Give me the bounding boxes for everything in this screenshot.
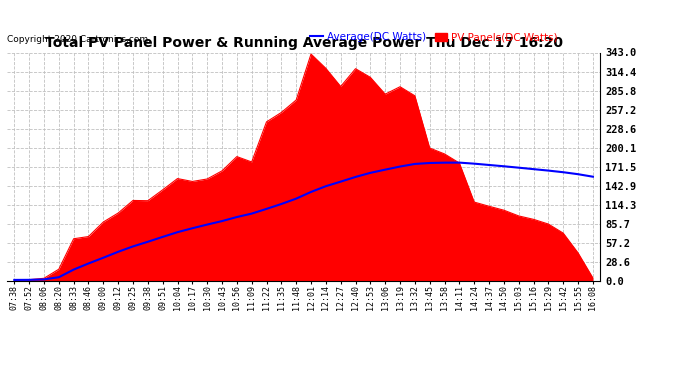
Title: Total PV Panel Power & Running Average Power Thu Dec 17 16:20: Total PV Panel Power & Running Average P…	[45, 36, 562, 50]
Text: Copyright 2020 Cartronics.com: Copyright 2020 Cartronics.com	[7, 36, 148, 45]
Legend: Average(DC Watts), PV Panels(DC Watts): Average(DC Watts), PV Panels(DC Watts)	[306, 28, 562, 46]
